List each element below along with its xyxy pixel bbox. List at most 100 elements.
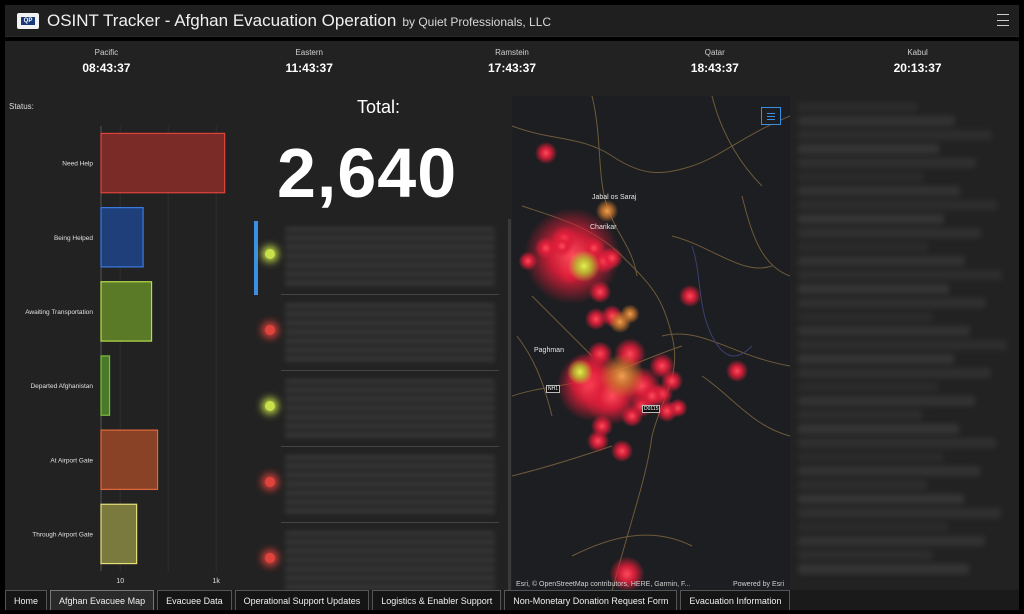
redacted-text <box>798 144 939 154</box>
map-marker[interactable] <box>608 310 632 334</box>
clock-city: Eastern <box>295 48 323 57</box>
tab-operational-support-updates[interactable]: Operational Support Updates <box>234 590 370 610</box>
redacted-text <box>798 522 948 532</box>
redacted-text <box>798 466 980 476</box>
redacted-text <box>798 270 1002 280</box>
chart-bar[interactable] <box>100 503 138 565</box>
redacted-text <box>798 564 969 574</box>
evacuee-map[interactable]: Jabal os Saraj Charikar Paghman NH1 D011… <box>512 96 790 591</box>
redacted-text <box>798 452 943 462</box>
tab-home[interactable]: Home <box>5 590 48 610</box>
redacted-text <box>798 242 928 252</box>
map-legend-button[interactable] <box>761 107 781 125</box>
app-subtitle: by Quiet Professionals, LLC <box>402 15 552 29</box>
divider <box>281 370 499 371</box>
redacted-text <box>798 382 938 392</box>
clock-eastern: Eastern 11:43:37 <box>208 41 411 93</box>
redacted-text <box>798 438 996 448</box>
redacted-text <box>798 480 927 490</box>
redacted-text <box>798 312 933 322</box>
redacted-text <box>798 214 944 224</box>
map-marker[interactable] <box>620 404 644 428</box>
list-item[interactable] <box>253 295 503 371</box>
map-canvas[interactable] <box>512 96 790 591</box>
tab-non-monetary-donation-request-form[interactable]: Non-Monetary Donation Request Form <box>504 590 678 610</box>
chart-category-label: Departed Afghanistan <box>30 383 93 390</box>
list-item[interactable] <box>253 219 503 295</box>
redacted-text <box>285 531 495 591</box>
details-panel <box>792 96 1019 591</box>
list-item[interactable] <box>253 447 503 523</box>
total-value: 2,640 <box>277 134 458 212</box>
map-marker[interactable] <box>534 141 558 165</box>
map-marker[interactable] <box>586 429 610 453</box>
redacted-text <box>798 228 981 238</box>
redacted-text <box>798 200 997 210</box>
list-item[interactable] <box>253 523 503 599</box>
map-place-label: Jabal os Saraj <box>592 194 637 201</box>
chart-bar[interactable] <box>100 132 226 194</box>
map-marker[interactable] <box>588 280 612 304</box>
list-item[interactable] <box>253 371 503 447</box>
map-road <box>531 295 593 357</box>
chart-tick-label: 10 <box>116 578 124 585</box>
map-marker[interactable] <box>678 284 702 308</box>
redacted-text <box>798 396 975 406</box>
map-marker[interactable] <box>600 246 624 270</box>
clock-time: 20:13:37 <box>893 61 942 75</box>
chart-bar[interactable] <box>100 429 159 491</box>
map-marker[interactable] <box>639 383 665 409</box>
map-marker[interactable] <box>609 556 645 591</box>
clock-qatar: Qatar 18:43:37 <box>613 41 816 93</box>
clock-city: Kabul <box>907 48 928 57</box>
tab-afghan-evacuee-map[interactable]: Afghan Evacuee Map <box>50 590 155 610</box>
list-scrollbar[interactable] <box>508 219 511 591</box>
tab-logistics-enabler-support[interactable]: Logistics & Enabler Support <box>372 590 502 610</box>
status-dot-icon <box>265 553 275 563</box>
clock-pacific: Pacific 08:43:37 <box>5 41 208 93</box>
redacted-text <box>798 410 922 420</box>
redacted-text <box>798 368 991 378</box>
map-marker[interactable] <box>550 234 574 258</box>
redacted-text <box>798 340 1007 350</box>
map-marker[interactable] <box>595 199 619 223</box>
map-marker[interactable] <box>599 353 645 399</box>
status-label: Status: <box>9 102 34 111</box>
total-label: Total: <box>357 97 401 117</box>
redacted-text <box>798 284 949 294</box>
divider <box>281 522 499 523</box>
tab-evacuation-information[interactable]: Evacuation Information <box>680 590 791 610</box>
chart-bar[interactable] <box>100 355 111 416</box>
app-title: OSINT Tracker - Afghan Evacuation Operat… <box>47 10 397 30</box>
divider <box>281 294 499 295</box>
redacted-text <box>798 550 932 560</box>
redacted-text <box>798 116 955 126</box>
logo-text: QP <box>21 16 35 25</box>
map-marker[interactable] <box>568 250 600 282</box>
chart-bar[interactable] <box>100 281 153 342</box>
evacuee-list[interactable] <box>253 219 511 599</box>
map-marker[interactable] <box>725 359 749 383</box>
map-marker[interactable] <box>668 398 688 418</box>
tab-evacuee-data[interactable]: Evacuee Data <box>157 590 232 610</box>
chart-bar[interactable] <box>100 206 144 268</box>
map-road <box>516 335 553 417</box>
map-marker[interactable] <box>518 251 538 271</box>
clock-time: 18:43:37 <box>690 61 739 75</box>
redacted-text <box>798 326 970 336</box>
status-dot-icon <box>265 325 275 335</box>
status-dot-icon <box>265 401 275 411</box>
redacted-text <box>798 102 918 112</box>
hamburger-menu-icon[interactable] <box>997 14 1009 26</box>
redacted-text <box>798 298 986 308</box>
world-clocks: Pacific 08:43:37 Eastern 11:43:37 Ramste… <box>5 41 1019 93</box>
clock-time: 11:43:37 <box>285 61 333 75</box>
map-place-label: Charikar <box>590 224 617 231</box>
map-road <box>711 96 763 187</box>
clock-time: 17:43:37 <box>487 61 537 75</box>
clock-city: Pacific <box>94 48 119 57</box>
map-marker[interactable] <box>610 439 634 463</box>
chart-category-label: Through Airport Gate <box>32 531 93 538</box>
map-road <box>661 333 790 367</box>
map-marker[interactable] <box>567 359 593 385</box>
